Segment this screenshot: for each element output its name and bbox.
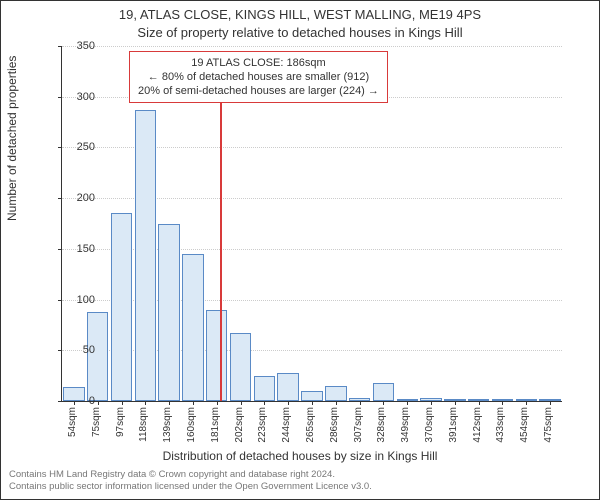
xtick-mark: [312, 401, 313, 405]
y-axis-label: Number of detached properties: [5, 56, 19, 221]
xtick-label: 97sqm: [116, 407, 126, 447]
xtick-mark: [383, 401, 384, 405]
histogram-bar: [301, 391, 322, 401]
footer-line2: Contains public sector information licen…: [9, 481, 372, 493]
xtick-mark: [217, 401, 218, 405]
ytick-label: 0: [55, 396, 95, 406]
xtick-mark: [169, 401, 170, 405]
histogram-bar: [230, 333, 251, 401]
xtick-mark: [526, 401, 527, 405]
xtick-mark: [98, 401, 99, 405]
xtick-label: 75sqm: [92, 407, 102, 447]
histogram-bar: [254, 376, 275, 401]
ytick-label: 300: [55, 92, 95, 102]
xtick-label: 391sqm: [449, 407, 459, 447]
footer-line1: Contains HM Land Registry data © Crown c…: [9, 469, 372, 481]
chart-title-line2: Size of property relative to detached ho…: [1, 25, 599, 40]
histogram-bar: [373, 383, 394, 401]
xtick-label: 454sqm: [520, 407, 530, 447]
histogram-bar: [87, 312, 108, 401]
xtick-label: 181sqm: [211, 407, 221, 447]
xtick-mark: [455, 401, 456, 405]
xtick-mark: [264, 401, 265, 405]
xtick-label: 286sqm: [330, 407, 340, 447]
xtick-label: 370sqm: [425, 407, 435, 447]
annotation-line1: 19 ATLAS CLOSE: 186sqm: [138, 56, 379, 70]
xtick-label: 118sqm: [139, 407, 149, 447]
xtick-mark: [193, 401, 194, 405]
marker-line: [220, 97, 222, 401]
xtick-mark: [241, 401, 242, 405]
histogram-bar: [158, 224, 179, 402]
grid-line: [62, 46, 562, 47]
xtick-mark: [407, 401, 408, 405]
chart-container: 19, ATLAS CLOSE, KINGS HILL, WEST MALLIN…: [0, 0, 600, 500]
xtick-label: 223sqm: [258, 407, 268, 447]
histogram-bar: [135, 110, 156, 401]
xtick-label: 433sqm: [496, 407, 506, 447]
xtick-label: 349sqm: [401, 407, 411, 447]
ytick-label: 150: [55, 244, 95, 254]
histogram-bar: [277, 373, 298, 401]
annotation-box: 19 ATLAS CLOSE: 186sqm ← 80% of detached…: [129, 51, 388, 103]
histogram-bar: [325, 386, 346, 401]
ytick-label: 350: [55, 41, 95, 51]
ytick-label: 100: [55, 295, 95, 305]
xtick-mark: [502, 401, 503, 405]
xtick-label: 307sqm: [354, 407, 364, 447]
xtick-label: 54sqm: [68, 407, 78, 447]
ytick-label: 50: [55, 345, 95, 355]
histogram-bar: [182, 254, 203, 401]
annotation-line2: ← 80% of detached houses are smaller (91…: [138, 70, 379, 84]
footer: Contains HM Land Registry data © Crown c…: [9, 469, 372, 493]
histogram-bar: [111, 213, 132, 401]
xtick-mark: [336, 401, 337, 405]
xtick-label: 265sqm: [306, 407, 316, 447]
xtick-label: 139sqm: [163, 407, 173, 447]
xtick-label: 244sqm: [282, 407, 292, 447]
histogram-bar: [206, 310, 227, 401]
xtick-label: 412sqm: [473, 407, 483, 447]
ytick-label: 200: [55, 193, 95, 203]
chart-title-line1: 19, ATLAS CLOSE, KINGS HILL, WEST MALLIN…: [1, 7, 599, 22]
xtick-label: 160sqm: [187, 407, 197, 447]
xtick-label: 328sqm: [377, 407, 387, 447]
x-axis-label: Distribution of detached houses by size …: [1, 449, 599, 463]
xtick-mark: [122, 401, 123, 405]
annotation-line3: 20% of semi-detached houses are larger (…: [138, 84, 379, 98]
xtick-label: 202sqm: [235, 407, 245, 447]
xtick-mark: [360, 401, 361, 405]
xtick-mark: [431, 401, 432, 405]
xtick-mark: [288, 401, 289, 405]
ytick-label: 250: [55, 142, 95, 152]
xtick-mark: [479, 401, 480, 405]
xtick-mark: [145, 401, 146, 405]
xtick-label: 475sqm: [544, 407, 554, 447]
xtick-mark: [550, 401, 551, 405]
